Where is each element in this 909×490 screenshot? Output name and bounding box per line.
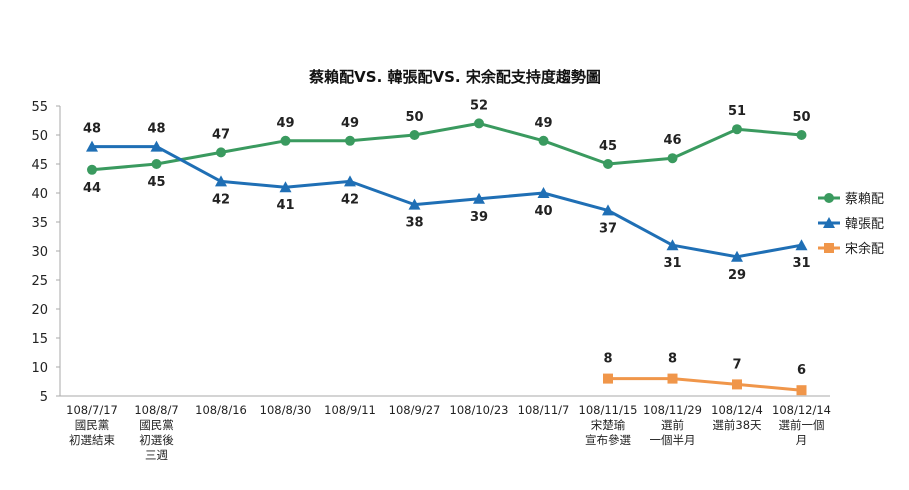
x-tick-label: 108/11/15 宋楚瑜宣布參選	[579, 403, 638, 447]
data-point	[345, 135, 355, 146]
legend-marker	[824, 243, 834, 253]
data-point	[667, 153, 678, 164]
data-label: 50	[405, 110, 423, 125]
data-label: 50	[792, 110, 810, 125]
data-point	[474, 118, 484, 129]
x-tick-label: 108/8/7 國民黨初選後三週	[134, 403, 178, 462]
legend-label: 宋余配	[845, 241, 884, 257]
x-tick-label: 108/7/17 國民黨初選結束	[66, 403, 118, 447]
data-label: 39	[470, 210, 488, 225]
data-label: 37	[599, 221, 617, 236]
data-label: 38	[405, 216, 423, 231]
data-point	[603, 159, 613, 169]
data-label: 44	[83, 181, 101, 196]
data-label: 7	[732, 357, 741, 372]
data-label: 48	[147, 122, 165, 137]
data-point	[473, 192, 485, 204]
data-point	[796, 385, 807, 396]
data-point	[408, 198, 421, 210]
data-label: 47	[212, 127, 230, 142]
x-tick-label: 108/11/29 選前一個半月	[643, 403, 702, 447]
data-point	[537, 187, 550, 198]
series-square: 8 8 7 6	[603, 352, 807, 396]
y-tick-label: 10	[31, 361, 48, 376]
axes: 5 10 15 20 25 30 35 40 45 50 55 108/7/17 國民黨初選結束 108/…	[31, 100, 831, 462]
data-point	[86, 140, 98, 152]
data-label: 45	[599, 139, 617, 154]
data-label: 8	[603, 352, 612, 367]
data-point	[795, 239, 808, 251]
data-point	[666, 239, 679, 251]
series-layer: 44 45 47 49 49 50 52 49 45 46 51 50 48 48 42 41 42 38 39 40…	[83, 98, 811, 396]
data-label: 31	[792, 256, 810, 271]
legend-label: 蔡賴配	[845, 192, 884, 207]
data-point	[150, 140, 163, 152]
y-tick-label: 40	[31, 187, 48, 202]
data-label: 42	[341, 192, 359, 207]
data-label: 42	[212, 192, 230, 207]
data-label: 48	[83, 122, 101, 137]
data-point	[409, 130, 420, 140]
data-label: 49	[276, 116, 294, 131]
chart-title: 蔡賴配VS. 韓張配VS. 宋余配支持度趨勢圖	[308, 68, 601, 86]
y-tick-label: 30	[31, 245, 48, 260]
data-label: 52	[470, 98, 488, 113]
data-point	[732, 379, 742, 390]
y-tick-label: 25	[31, 274, 48, 289]
legend-label: 韓張配	[845, 217, 884, 232]
data-label: 49	[341, 116, 359, 131]
x-tick-label: 108/8/30	[260, 403, 312, 417]
data-point	[215, 175, 227, 187]
x-tick-label: 108/9/11	[324, 403, 376, 417]
data-point	[603, 373, 613, 384]
y-tick-label: 15	[31, 332, 48, 347]
x-tick-label: 108/12/4 選前38天	[711, 403, 763, 432]
x-tick-label: 108/9/27	[389, 403, 441, 417]
data-point	[731, 250, 743, 262]
data-point	[602, 204, 614, 216]
data-label: 29	[728, 268, 746, 283]
data-point	[151, 159, 162, 169]
y-tick-label: 35	[31, 216, 48, 231]
y-tick-label: 50	[31, 129, 48, 144]
series-circle: 44 45 47 49 49 50 52 49 45 46 51 50	[83, 98, 811, 195]
data-label: 45	[147, 175, 165, 190]
data-point	[216, 147, 226, 158]
data-label: 46	[663, 133, 681, 148]
data-label: 6	[797, 363, 806, 378]
data-point	[667, 373, 678, 384]
data-point	[538, 135, 549, 146]
legend-marker	[823, 217, 835, 228]
data-label: 41	[276, 198, 294, 213]
series-line	[608, 377, 802, 392]
data-point	[280, 135, 291, 146]
y-tick-label: 55	[31, 100, 48, 115]
y-tick-label: 20	[31, 303, 48, 318]
series-line	[92, 145, 802, 259]
x-tick-label: 108/8/16	[195, 403, 247, 417]
data-point	[732, 124, 742, 135]
series-triangle: 48 48 42 41 42 38 39 40 37 31 29 31	[83, 122, 811, 283]
data-label: 31	[663, 256, 681, 271]
y-tick-label: 45	[31, 158, 48, 173]
data-label: 40	[534, 204, 552, 219]
data-label: 8	[668, 352, 677, 367]
data-point	[87, 164, 97, 175]
data-label: 49	[534, 116, 552, 131]
data-label: 51	[728, 104, 746, 119]
data-point	[279, 181, 292, 193]
x-tick-label: 108/11/7	[518, 403, 570, 417]
series-line	[91, 121, 802, 172]
y-tick-label: 5	[40, 390, 48, 405]
legend-marker	[824, 193, 834, 203]
data-point	[796, 130, 807, 140]
x-tick-label: 108/12/14 選前一個月	[772, 403, 831, 447]
x-tick-label: 108/10/23	[450, 403, 509, 417]
data-point	[344, 175, 356, 187]
